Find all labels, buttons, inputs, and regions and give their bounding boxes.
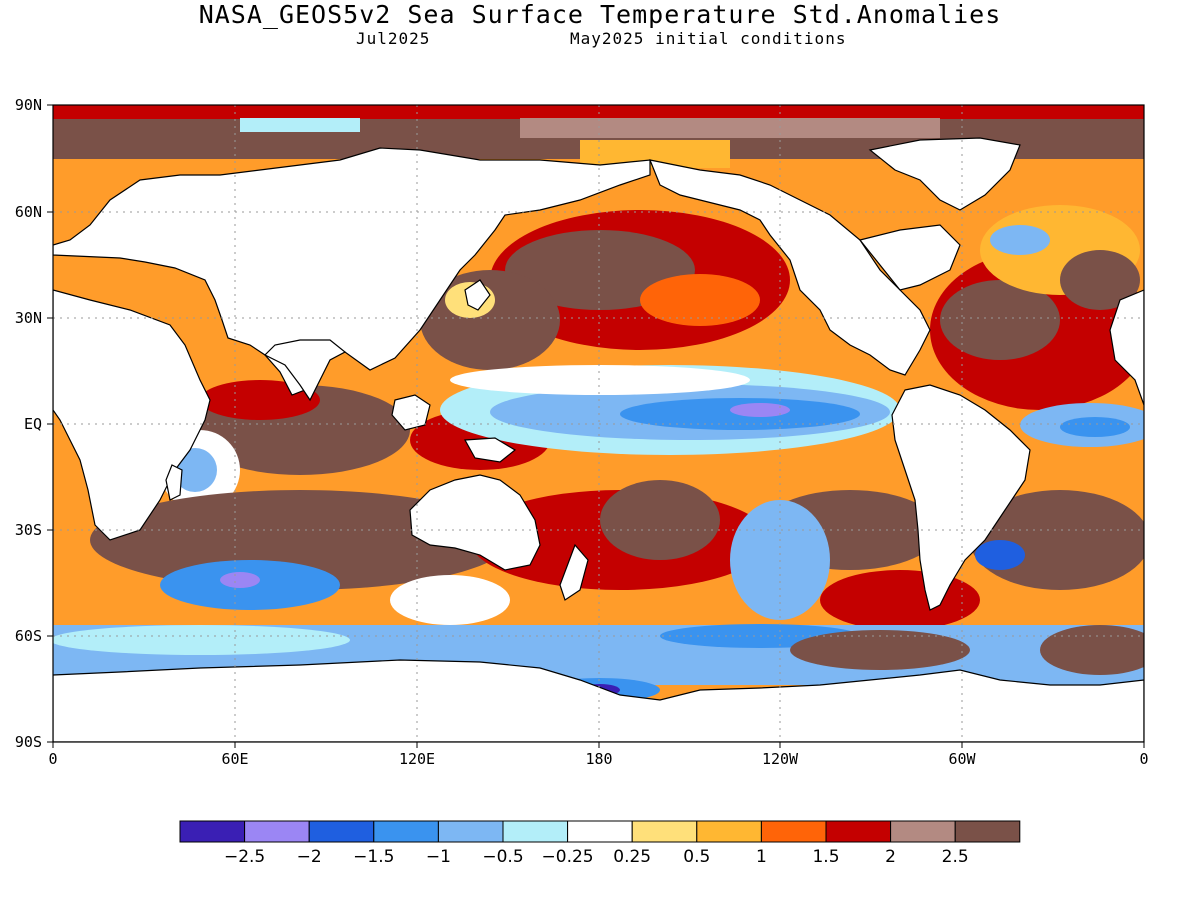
color-bar-swatch xyxy=(567,820,633,843)
color-bar-swatch xyxy=(502,820,569,843)
lon-label-120w: 120W xyxy=(762,750,799,768)
lon-label-180: 180 xyxy=(585,750,612,768)
color-bar-label: 1.5 xyxy=(812,847,839,867)
forecast-month: Jul2025 xyxy=(356,29,431,48)
north-america-east xyxy=(858,224,961,291)
australia xyxy=(409,474,541,571)
color-bar-label: −0.25 xyxy=(542,847,594,867)
color-bar-label: −2 xyxy=(297,847,322,867)
color-bar-swatch xyxy=(954,820,1021,843)
color-bar xyxy=(179,820,1021,843)
new-guinea xyxy=(464,437,517,463)
lat-label-90s: 90S xyxy=(15,733,42,751)
color-bar-label: −0.5 xyxy=(482,847,523,867)
color-bar-label: −1 xyxy=(426,847,451,867)
color-bar-swatch xyxy=(631,820,698,843)
lon-label-120e: 120E xyxy=(399,750,435,768)
lon-label-60w: 60W xyxy=(948,750,976,768)
borneo xyxy=(391,394,431,431)
latitude-labels: 90N 60N 30N EQ 30S 60S 90S xyxy=(15,96,42,751)
chart-title: NASA_GEOS5v2 Sea Surface Temperature Std… xyxy=(198,0,1002,29)
initial-conditions: May2025 initial conditions xyxy=(570,29,847,48)
color-bar-swatch xyxy=(308,820,375,843)
color-bar-label: 2 xyxy=(885,847,896,867)
lat-label-30s: 30S xyxy=(15,521,42,539)
color-bar-label: −2.5 xyxy=(224,847,265,867)
color-bar-swatch xyxy=(696,820,762,843)
gridlines xyxy=(53,105,1144,742)
color-bar-swatch xyxy=(825,820,892,843)
color-bar-label: 0.5 xyxy=(683,847,710,867)
color-bar-label: 2.5 xyxy=(942,847,969,867)
greenland xyxy=(868,137,1021,211)
longitude-labels: 0 60E 120E 180 120W 60W 0 xyxy=(48,750,1148,768)
color-bar-swatch xyxy=(244,820,310,843)
japan xyxy=(464,279,491,311)
lat-label-90n: 90N xyxy=(15,96,42,114)
africa-west xyxy=(1109,289,1144,406)
lon-label-0-west: 0 xyxy=(48,750,57,768)
color-bar-label: 0.25 xyxy=(613,847,651,867)
lat-label-30n: 30N xyxy=(15,309,42,327)
tick-marks xyxy=(47,104,1145,748)
lon-label-60e: 60E xyxy=(221,750,248,768)
color-bar-swatch xyxy=(890,820,956,843)
color-bar-labels: −2.5 −2 −1.5 −1 −0.5 −0.25 0.25 0.5 1 1.5 2 2.5 xyxy=(224,847,969,867)
color-bar-label: 1 xyxy=(756,847,767,867)
color-bar-swatch xyxy=(179,820,246,843)
eurasia xyxy=(53,147,651,396)
madagascar xyxy=(165,464,183,501)
color-bar-swatch xyxy=(373,820,439,843)
lat-label-60n: 60N xyxy=(15,203,42,221)
color-bar-swatch xyxy=(760,820,827,843)
color-bar-label: −1.5 xyxy=(353,847,394,867)
lat-label-60s: 60S xyxy=(15,627,42,645)
color-bar-swatch xyxy=(437,820,504,843)
new-zealand xyxy=(559,543,589,601)
north-america xyxy=(649,159,931,376)
lat-label-eq: EQ xyxy=(24,415,42,433)
lon-label-0-east: 0 xyxy=(1139,750,1148,768)
india xyxy=(263,339,347,402)
south-america xyxy=(891,384,1031,611)
